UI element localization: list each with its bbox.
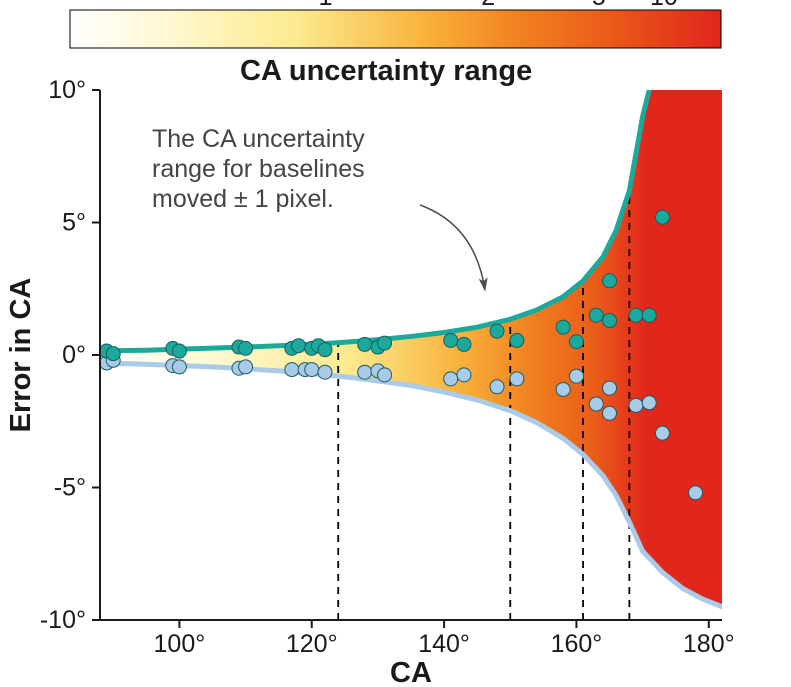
marker-lower — [603, 381, 617, 395]
marker-upper — [603, 314, 617, 328]
annotation-text: range for baselines — [152, 155, 365, 183]
marker-upper — [292, 339, 306, 353]
x-tick-label: 180° — [683, 630, 735, 658]
y-tick-label: -5° — [54, 474, 86, 502]
marker-lower — [603, 406, 617, 420]
marker-upper — [490, 324, 504, 338]
marker-lower — [569, 369, 583, 383]
marker-upper — [642, 308, 656, 322]
marker-lower — [444, 372, 458, 386]
colorbar-rect — [70, 10, 721, 48]
marker-upper — [444, 333, 458, 347]
marker-lower — [378, 368, 392, 382]
marker-lower — [172, 360, 186, 374]
x-tick-label: 100° — [154, 630, 206, 658]
marker-upper — [603, 274, 617, 288]
marker-upper — [106, 347, 120, 361]
colorbar-tick-label: 10° — [650, 0, 688, 11]
marker-lower — [239, 360, 253, 374]
marker-upper — [589, 308, 603, 322]
annotation-text: moved ± 1 pixel. — [152, 185, 334, 213]
marker-lower — [285, 363, 299, 377]
x-tick-label: 120° — [286, 630, 338, 658]
marker-lower — [589, 397, 603, 411]
plot-area: 100° 120° 140° 160° 180° -10° -5° 0° 5° 10° CA Erro… — [5, 76, 735, 687]
marker-upper — [556, 320, 570, 334]
x-tick-label: 140° — [418, 630, 470, 658]
x-axis-label: CA — [390, 657, 432, 687]
marker-upper — [358, 337, 372, 351]
marker-upper — [457, 337, 471, 351]
annotation-arrow — [420, 205, 485, 290]
marker-upper — [569, 335, 583, 349]
colorbar-tick-label: 2° — [481, 0, 505, 11]
colorbar: 1° 2° 5° 10° CA uncertainty range — [70, 0, 721, 87]
marker-upper — [172, 344, 186, 358]
marker-lower — [305, 363, 319, 377]
colorbar-tick-label: 1° — [318, 0, 342, 11]
marker-upper — [510, 333, 524, 347]
marker-lower — [642, 396, 656, 410]
y-tick-label: -10° — [40, 606, 86, 634]
marker-lower — [689, 486, 703, 500]
y-tick-label: 5° — [62, 209, 86, 237]
marker-lower — [629, 398, 643, 412]
colorbar-tick-label: 5° — [592, 0, 616, 11]
marker-upper — [629, 308, 643, 322]
marker-lower — [490, 380, 504, 394]
marker-upper — [655, 210, 669, 224]
colorbar-title: CA uncertainty range — [240, 55, 532, 87]
marker-lower — [556, 382, 570, 396]
annotation-text: The CA uncertainty — [152, 125, 365, 153]
marker-lower — [318, 365, 332, 379]
y-axis-label: Error in CA — [5, 278, 37, 433]
marker-lower — [510, 372, 524, 386]
x-tick-label: 160° — [551, 630, 603, 658]
marker-lower — [655, 426, 669, 440]
y-tick-label: 10° — [48, 76, 86, 104]
marker-upper — [318, 343, 332, 357]
marker-lower — [457, 368, 471, 382]
y-tick-label: 0° — [62, 341, 86, 369]
marker-upper — [378, 336, 392, 350]
marker-upper — [239, 341, 253, 355]
marker-lower — [358, 365, 372, 379]
